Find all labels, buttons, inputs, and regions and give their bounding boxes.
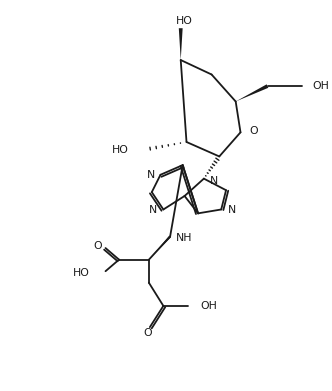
Text: O: O — [93, 241, 102, 251]
Text: HO: HO — [176, 16, 193, 25]
Polygon shape — [236, 84, 268, 102]
Text: N: N — [149, 205, 158, 215]
Text: HO: HO — [112, 145, 129, 155]
Text: HO: HO — [73, 268, 90, 278]
Text: OH: OH — [313, 81, 330, 91]
Polygon shape — [149, 236, 171, 260]
Text: NH: NH — [176, 233, 193, 244]
Text: OH: OH — [200, 301, 217, 311]
Text: O: O — [249, 126, 258, 136]
Text: O: O — [144, 328, 152, 338]
Polygon shape — [179, 28, 183, 60]
Text: N: N — [228, 205, 236, 215]
Text: N: N — [146, 170, 155, 180]
Text: N: N — [209, 176, 218, 186]
